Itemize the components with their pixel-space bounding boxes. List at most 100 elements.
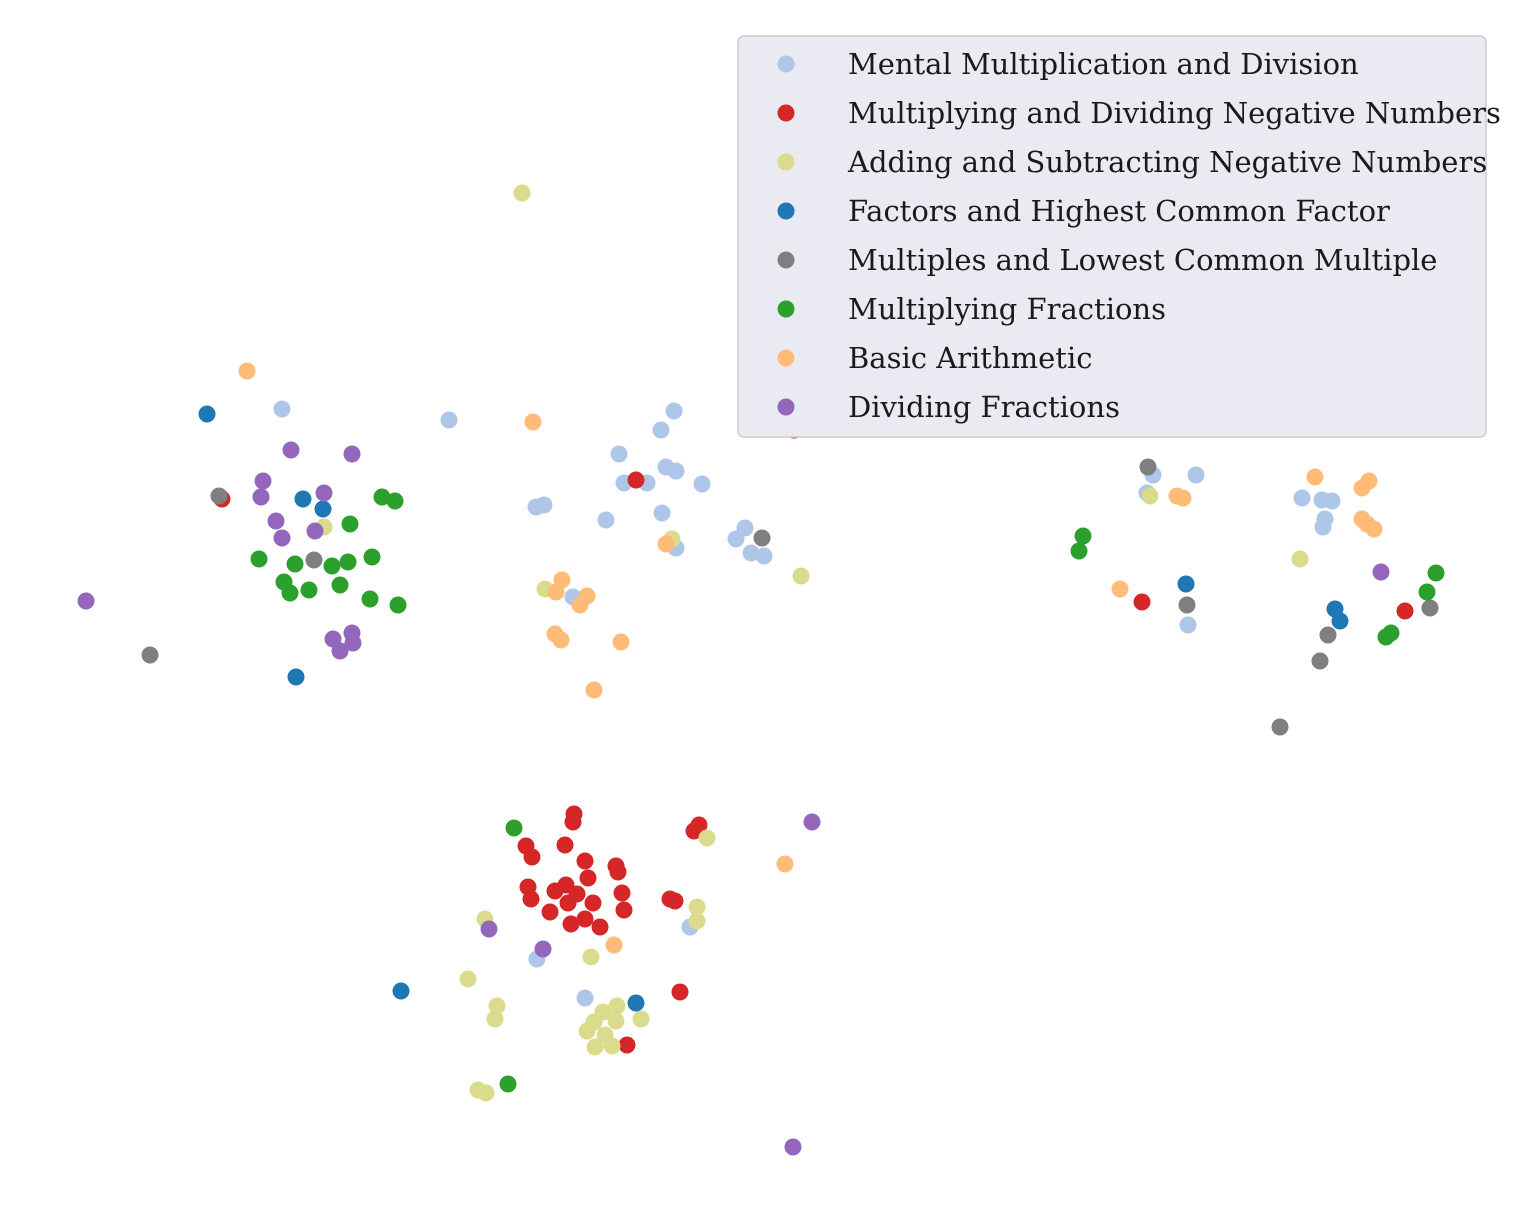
legend-label: Adding and Subtracting Negative Numbers (847, 145, 1487, 179)
data-point (267, 512, 285, 530)
data-point (792, 567, 810, 585)
series-1 (213, 421, 1414, 1054)
data-point (698, 829, 716, 847)
legend-label: Multiplying Fractions (848, 292, 1166, 326)
data-point (1133, 593, 1151, 611)
data-point (605, 936, 623, 954)
data-point (324, 630, 342, 648)
data-point (582, 948, 600, 966)
data-point (1316, 510, 1334, 528)
data-point (665, 402, 683, 420)
data-point (513, 184, 531, 202)
data-point (1372, 563, 1390, 581)
data-point (1365, 520, 1383, 538)
data-point (286, 555, 304, 573)
data-point (519, 878, 537, 896)
data-point (1360, 472, 1378, 490)
data-point (776, 855, 794, 873)
data-point (1306, 468, 1324, 486)
legend-marker (777, 202, 795, 220)
data-point (459, 970, 477, 988)
legend-marker (777, 398, 795, 416)
data-point (666, 892, 684, 910)
data-point (597, 511, 615, 529)
data-point (632, 1010, 650, 1028)
legend-marker (777, 251, 795, 269)
data-point (596, 1026, 614, 1044)
data-point (524, 413, 542, 431)
legend-entries: Mental Multiplication and Division Multip… (777, 47, 1501, 424)
data-point (440, 411, 458, 429)
data-point (562, 915, 580, 933)
legend-label: Multiplying and Dividing Negative Number… (848, 96, 1501, 130)
data-point (273, 529, 291, 547)
legend: Mental Multiplication and Division Multip… (737, 35, 1501, 438)
data-point (803, 813, 821, 831)
data-point (688, 912, 706, 930)
data-point (594, 1003, 612, 1021)
data-point (305, 551, 323, 569)
data-point (1326, 600, 1344, 618)
data-point (627, 471, 645, 489)
data-point (1427, 564, 1445, 582)
data-point (576, 852, 594, 870)
data-point (736, 519, 754, 537)
data-point (343, 445, 361, 463)
data-point (657, 535, 675, 553)
legend-marker (777, 55, 795, 73)
data-point (314, 500, 332, 518)
legend-label: Multiples and Lowest Common Multiple (848, 243, 1437, 277)
data-point (576, 989, 594, 1007)
data-point (361, 590, 379, 608)
legend-marker (777, 300, 795, 318)
legend-label: Mental Multiplication and Division (848, 47, 1359, 81)
data-point (315, 484, 333, 502)
series-2 (315, 86, 1309, 1102)
data-point (1311, 652, 1329, 670)
data-point (373, 488, 391, 506)
data-point (1319, 626, 1337, 644)
data-point (553, 571, 571, 589)
data-point (1178, 596, 1196, 614)
data-point (1187, 466, 1205, 484)
data-point (306, 522, 324, 540)
data-point (238, 362, 256, 380)
data-point (77, 592, 95, 610)
data-point (612, 633, 630, 651)
data-point (282, 441, 300, 459)
legend-marker (777, 104, 795, 122)
data-point (1174, 489, 1192, 507)
data-point (1323, 492, 1341, 510)
data-point (1141, 487, 1159, 505)
data-point (541, 903, 559, 921)
legend-box (737, 35, 1487, 438)
series-0 (273, 124, 1341, 1007)
data-point (690, 816, 708, 834)
data-point (578, 587, 596, 605)
data-point (618, 1036, 636, 1054)
data-point (591, 918, 609, 936)
data-point (552, 631, 570, 649)
data-point (287, 668, 305, 686)
data-point (141, 646, 159, 664)
data-point (534, 940, 552, 958)
data-point (294, 490, 312, 508)
data-point (517, 837, 535, 855)
data-point (755, 547, 773, 565)
data-point (557, 876, 575, 894)
data-point (392, 982, 410, 1000)
data-point (386, 492, 404, 510)
data-point (1293, 489, 1311, 507)
data-point (343, 624, 361, 642)
data-point (584, 894, 602, 912)
data-point (671, 983, 689, 1001)
data-point (275, 573, 293, 591)
data-point (1177, 575, 1195, 593)
data-point (210, 487, 228, 505)
data-point (363, 548, 381, 566)
data-point (688, 898, 706, 916)
legend-label: Basic Arithmetic (848, 341, 1092, 375)
data-point (254, 472, 272, 490)
data-point (784, 1138, 802, 1156)
